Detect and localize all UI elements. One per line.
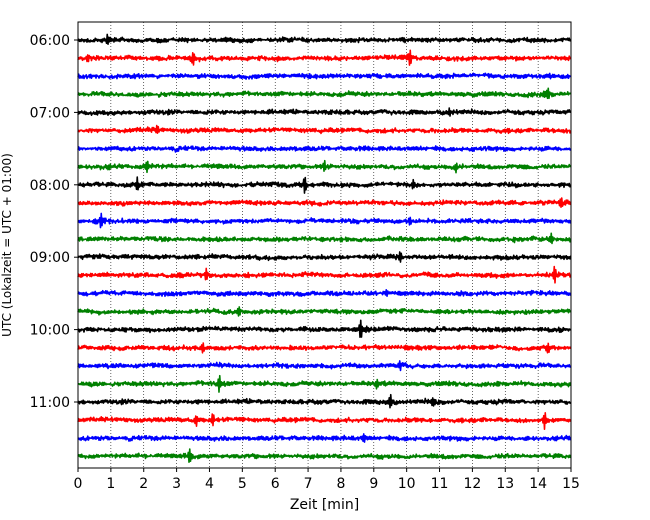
trace-0715 bbox=[77, 124, 572, 135]
x-tick-label: 5 bbox=[238, 476, 247, 492]
trace-1045 bbox=[77, 374, 572, 393]
x-tick-label: 13 bbox=[496, 476, 514, 492]
trace-0945 bbox=[77, 306, 572, 317]
x-tick-label: 8 bbox=[336, 476, 345, 492]
trace-0900 bbox=[77, 251, 572, 263]
trace-0600 bbox=[77, 33, 572, 46]
trace-1030 bbox=[77, 360, 572, 372]
y-tick-label: 11:00 bbox=[30, 395, 70, 411]
trace-0615 bbox=[77, 49, 572, 66]
trace-0915 bbox=[77, 265, 572, 284]
trace-1145 bbox=[77, 448, 572, 464]
x-axis-label: Zeit [min] bbox=[290, 497, 359, 513]
trace-0700 bbox=[77, 107, 572, 117]
trace-1130 bbox=[77, 433, 572, 443]
x-tick-label: 3 bbox=[172, 476, 181, 492]
trace-1015 bbox=[77, 342, 572, 354]
trace-0730 bbox=[77, 145, 572, 153]
x-tick-label: 6 bbox=[271, 476, 280, 492]
x-tick-label: 12 bbox=[463, 476, 481, 492]
y-tick-label: 10:00 bbox=[30, 323, 70, 339]
y-tick-label: 06:00 bbox=[30, 33, 70, 49]
trace-0830 bbox=[77, 212, 572, 229]
x-tick-label: 2 bbox=[139, 476, 148, 492]
trace-0645 bbox=[77, 87, 572, 100]
trace-1000 bbox=[77, 319, 572, 339]
x-tick-label: 9 bbox=[369, 476, 378, 492]
trace-1100 bbox=[77, 393, 572, 409]
x-tick-label: 10 bbox=[398, 476, 416, 492]
trace-0800 bbox=[77, 176, 572, 194]
trace-0630 bbox=[77, 72, 572, 80]
y-tick-label: 08:00 bbox=[30, 178, 70, 194]
y-tick-label: 07:00 bbox=[30, 105, 70, 121]
plot-frame bbox=[77, 21, 572, 469]
x-tick-label: 14 bbox=[529, 476, 547, 492]
x-tick-label: 4 bbox=[205, 476, 214, 492]
trace-1115 bbox=[77, 412, 572, 430]
x-axis-ticks: 0 1 2 3 4 5 6 7 8 9 10 11 12 13 14 15 bbox=[74, 468, 580, 492]
x-tick-label: 15 bbox=[562, 476, 580, 492]
trace-0815 bbox=[77, 197, 572, 208]
x-tick-label: 7 bbox=[304, 476, 313, 492]
x-tick-label: 0 bbox=[74, 476, 83, 492]
y-tick-label: 09:00 bbox=[30, 250, 70, 266]
y-axis-ticks: 06:00 07:00 08:00 09:00 10:00 11:00 bbox=[30, 33, 78, 411]
y-axis-label: UTC (Lokalzeit = UTC + 01:00) bbox=[0, 153, 14, 337]
trace-0845 bbox=[77, 232, 572, 245]
trace-0930 bbox=[77, 289, 572, 298]
x-tick-label: 1 bbox=[106, 476, 115, 492]
trace-0745 bbox=[77, 159, 572, 174]
x-tick-label: 11 bbox=[431, 476, 449, 492]
traces-group bbox=[77, 33, 572, 464]
x-grid bbox=[110, 22, 539, 468]
